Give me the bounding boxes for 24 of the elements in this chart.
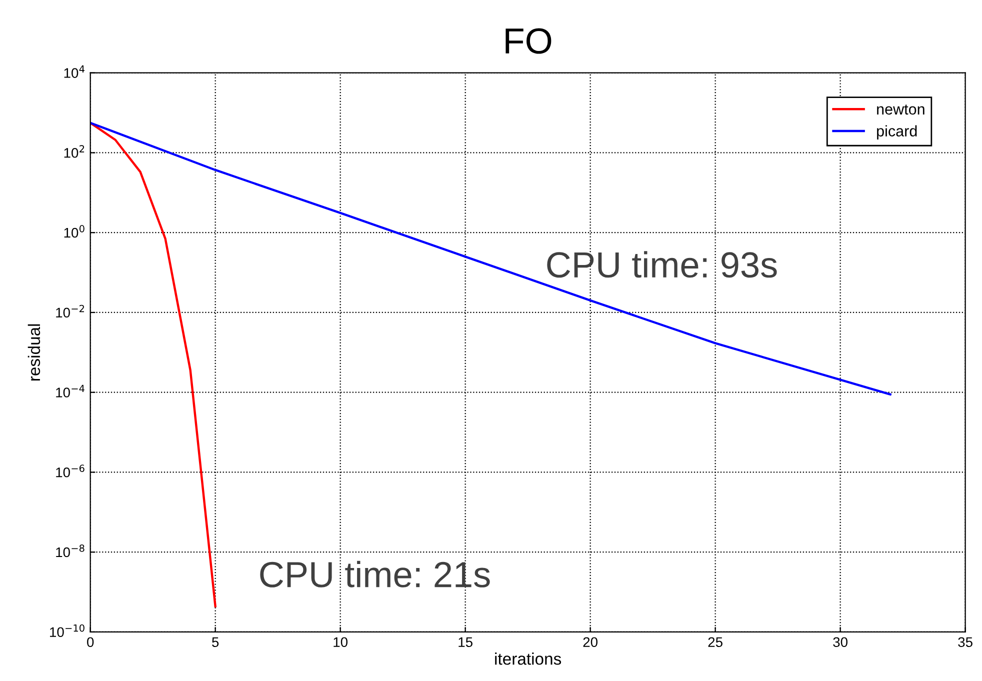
x-axis-title: iterations bbox=[495, 652, 562, 665]
x-tick-label: 25 bbox=[708, 637, 722, 648]
x-tick-label: 15 bbox=[458, 637, 472, 648]
y-tick-label: 10$^{4}$ bbox=[64, 65, 84, 78]
annotation: CPU time: 21s bbox=[260, 560, 490, 588]
legend-label: newton bbox=[877, 104, 924, 115]
chart-title: FO bbox=[506, 28, 552, 54]
y-tick-label: 10$^{−6}$ bbox=[56, 464, 84, 478]
line-series bbox=[90, 122, 216, 608]
x-tick-label: 35 bbox=[958, 637, 972, 648]
y-tick-label: 10$^{2}$ bbox=[64, 145, 84, 158]
y-tick-label: 10$^{−10}$ bbox=[50, 624, 84, 638]
x-tick-label: 0 bbox=[87, 637, 94, 648]
x-tick-label: 20 bbox=[583, 637, 598, 648]
legend-label: picard bbox=[877, 125, 917, 140]
x-tick-label: 5 bbox=[212, 637, 219, 648]
y-tick-label: 10$^{0}$ bbox=[64, 225, 84, 238]
y-tick-label: 10$^{−8}$ bbox=[56, 544, 84, 558]
annotation: CPU time: 93s bbox=[547, 251, 777, 278]
y-axis-title: residual bbox=[28, 324, 40, 380]
y-tick-label: 10$^{−2}$ bbox=[56, 304, 84, 318]
y-tick-label: 10$^{−4}$ bbox=[56, 384, 84, 398]
x-tick-label: 10 bbox=[334, 637, 348, 648]
x-tick-label: 30 bbox=[833, 637, 848, 648]
